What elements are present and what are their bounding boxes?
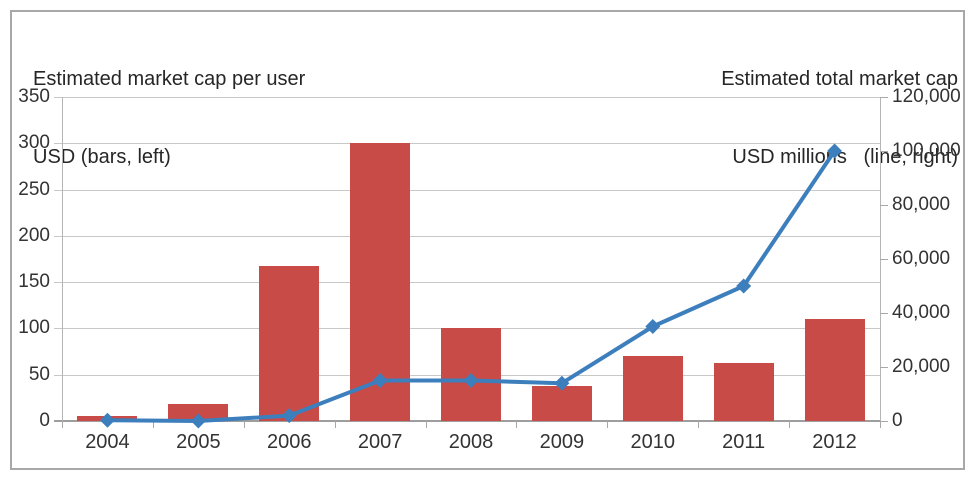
left-axis-tick-label: 150 xyxy=(18,271,50,293)
x-axis-tick xyxy=(516,421,518,428)
right-axis-tick xyxy=(880,151,888,152)
bar-2011 xyxy=(713,362,774,421)
right-axis-tick-label: 40,000 xyxy=(892,302,951,323)
x-axis-tick xyxy=(62,421,63,428)
x-axis-tick xyxy=(334,421,336,428)
x-axis-category-label: 2010 xyxy=(630,431,676,453)
gridline xyxy=(54,235,880,237)
x-axis-category-label: 2004 xyxy=(85,431,130,453)
left-axis-tick-label: 300 xyxy=(18,132,50,154)
right-axis-tick xyxy=(880,259,888,260)
right-axis-tick-label: 120,000 xyxy=(892,86,961,107)
x-axis-tick xyxy=(152,421,154,428)
bar-2005 xyxy=(168,404,229,421)
x-axis-category-label: 2012 xyxy=(812,431,857,453)
right-axis-tick xyxy=(880,313,888,314)
x-axis-tick xyxy=(698,421,700,428)
line-marker-2010 xyxy=(645,319,661,334)
right-axis-tick xyxy=(880,97,888,98)
right-axis-tick-label: 20,000 xyxy=(892,356,951,377)
right-axis-tick xyxy=(880,205,888,206)
x-axis-category-label: 2006 xyxy=(266,431,312,453)
gridline xyxy=(54,143,880,145)
x-axis-tick xyxy=(607,421,609,428)
gridline xyxy=(54,189,880,191)
left-axis-title-line1: Estimated market cap per user xyxy=(33,68,306,90)
right-axis-title-line1: Estimated total market cap xyxy=(721,68,958,90)
right-axis-tick xyxy=(880,421,888,422)
left-axis-tick-label: 0 xyxy=(39,410,50,431)
left-axis-tick-label: 50 xyxy=(28,363,50,385)
bar-2006 xyxy=(259,266,320,421)
right-axis-tick-label: 100,000 xyxy=(892,140,961,161)
x-axis-tick xyxy=(880,421,881,428)
x-axis-category-label: 2007 xyxy=(357,431,403,453)
bar-2009 xyxy=(531,385,592,421)
x-axis-category-label: 2009 xyxy=(539,431,585,453)
x-axis-category-label: 2005 xyxy=(176,431,221,453)
line-marker-2011 xyxy=(736,278,752,294)
right-axis-tick xyxy=(880,367,888,368)
left-axis-tick-label: 250 xyxy=(18,178,50,200)
x-axis-category-label: 2008 xyxy=(448,431,494,453)
x-axis-tick xyxy=(789,421,791,428)
bar-2012 xyxy=(804,319,865,421)
bar-2004 xyxy=(77,416,138,421)
x-axis-tick xyxy=(243,421,245,428)
right-axis-tick-label: 0 xyxy=(892,410,903,431)
left-axis-tick-label: 350 xyxy=(18,86,50,107)
right-axis-tick-label: 60,000 xyxy=(892,248,951,269)
bar-2008 xyxy=(441,328,501,421)
left-axis-tick-label: 100 xyxy=(18,317,50,339)
x-axis-category-label: 2011 xyxy=(722,431,766,453)
left-axis-tick-label: 200 xyxy=(18,224,50,246)
bar-2007 xyxy=(350,143,411,421)
gridline xyxy=(54,97,880,98)
gridline xyxy=(54,282,880,284)
x-axis-tick xyxy=(425,421,427,428)
line-marker-2012 xyxy=(827,143,843,159)
left-axis-line xyxy=(62,97,63,421)
right-axis-tick-label: 80,000 xyxy=(892,194,951,215)
bar-2010 xyxy=(622,356,683,421)
